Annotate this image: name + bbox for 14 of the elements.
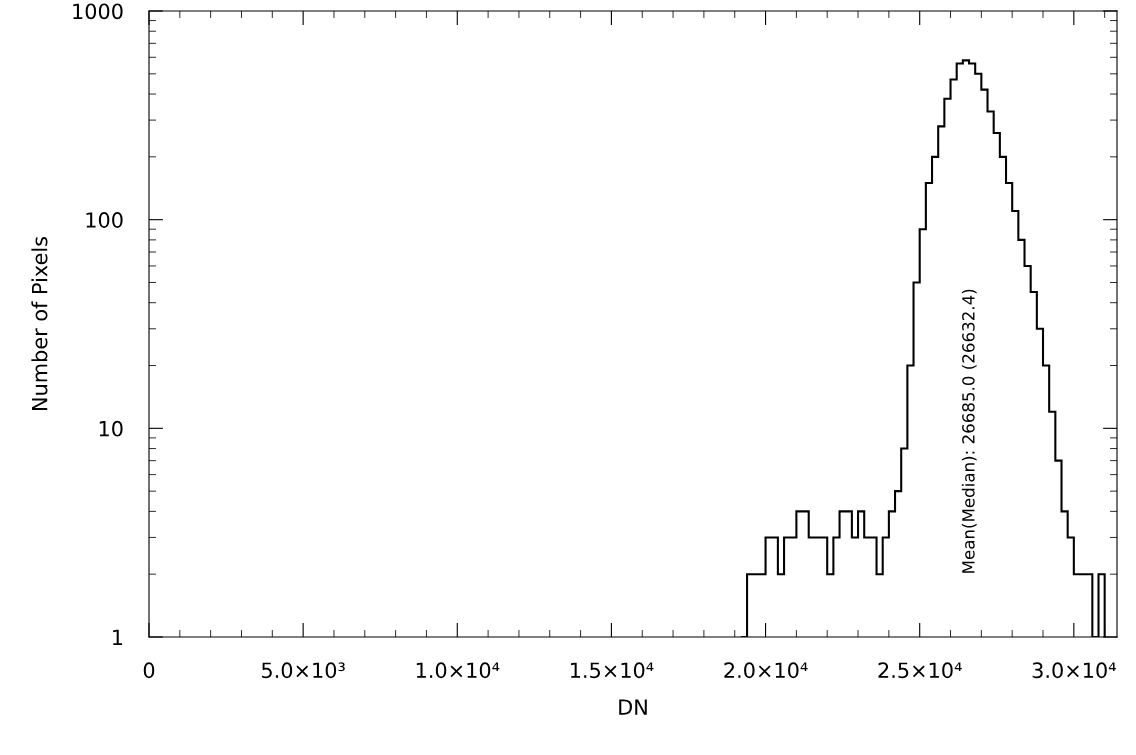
y-tick-label: 100 — [86, 212, 123, 228]
annotation: Mean(Median): 26685.0 (26632.4) — [961, 289, 977, 573]
x-tick-label: 1.5×10⁴ — [570, 662, 654, 679]
y-tick-label: 1 — [113, 629, 123, 645]
x-tick-label: 0 — [143, 662, 155, 679]
x-tick-label: 3.0×10⁴ — [1032, 662, 1116, 679]
x-tick-label: 2.0×10⁴ — [724, 662, 808, 679]
x-tick-label: 2.5×10⁴ — [878, 662, 962, 679]
x-axis-title: DN — [619, 699, 647, 715]
y-tick-label: 1000 — [73, 3, 123, 20]
x-tick-label: 1.0×10⁴ — [416, 662, 500, 679]
y-axis-title: Number of Pixels — [31, 237, 48, 410]
y-tick-label: 10 — [99, 420, 123, 437]
x-tick-label: 5.0×10³ — [262, 662, 345, 679]
